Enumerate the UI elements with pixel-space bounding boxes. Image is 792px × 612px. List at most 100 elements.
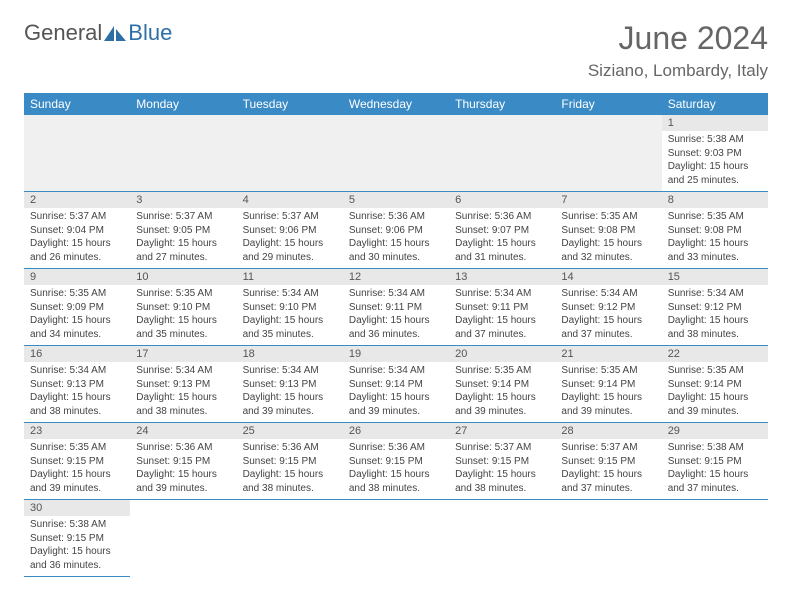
day-cell: 19Sunrise: 5:34 AMSunset: 9:14 PMDayligh… (343, 346, 449, 423)
day-cell: 11Sunrise: 5:34 AMSunset: 9:10 PMDayligh… (237, 269, 343, 346)
calendar-body: 1Sunrise: 5:38 AMSunset: 9:03 PMDaylight… (24, 115, 768, 577)
page-header: General Blue June 2024 Siziano, Lombardy… (24, 20, 768, 81)
day-number: 20 (449, 346, 555, 362)
day-cell: 23Sunrise: 5:35 AMSunset: 9:15 PMDayligh… (24, 423, 130, 500)
day-number: 8 (662, 192, 768, 208)
day-details: Sunrise: 5:34 AMSunset: 9:11 PMDaylight:… (343, 285, 449, 345)
weekday-header: Thursday (449, 93, 555, 115)
logo-text-general: General (24, 20, 102, 46)
calendar-row: 9Sunrise: 5:35 AMSunset: 9:09 PMDaylight… (24, 269, 768, 346)
day-details: Sunrise: 5:36 AMSunset: 9:15 PMDaylight:… (237, 439, 343, 499)
day-cell: 13Sunrise: 5:34 AMSunset: 9:11 PMDayligh… (449, 269, 555, 346)
empty-cell (662, 500, 768, 577)
calendar-row: 30Sunrise: 5:38 AMSunset: 9:15 PMDayligh… (24, 500, 768, 577)
day-cell: 1Sunrise: 5:38 AMSunset: 9:03 PMDaylight… (662, 115, 768, 192)
day-cell: 8Sunrise: 5:35 AMSunset: 9:08 PMDaylight… (662, 192, 768, 269)
day-details: Sunrise: 5:37 AMSunset: 9:15 PMDaylight:… (555, 439, 661, 499)
day-number: 26 (343, 423, 449, 439)
day-cell: 9Sunrise: 5:35 AMSunset: 9:09 PMDaylight… (24, 269, 130, 346)
weekday-header-row: SundayMondayTuesdayWednesdayThursdayFrid… (24, 93, 768, 115)
empty-cell (130, 500, 236, 577)
weekday-header: Tuesday (237, 93, 343, 115)
day-cell: 27Sunrise: 5:37 AMSunset: 9:15 PMDayligh… (449, 423, 555, 500)
day-details: Sunrise: 5:34 AMSunset: 9:10 PMDaylight:… (237, 285, 343, 345)
day-details: Sunrise: 5:37 AMSunset: 9:15 PMDaylight:… (449, 439, 555, 499)
day-details: Sunrise: 5:38 AMSunset: 9:15 PMDaylight:… (662, 439, 768, 499)
day-number: 4 (237, 192, 343, 208)
day-cell: 21Sunrise: 5:35 AMSunset: 9:14 PMDayligh… (555, 346, 661, 423)
day-cell: 22Sunrise: 5:35 AMSunset: 9:14 PMDayligh… (662, 346, 768, 423)
day-number: 9 (24, 269, 130, 285)
day-number: 18 (237, 346, 343, 362)
day-cell: 30Sunrise: 5:38 AMSunset: 9:15 PMDayligh… (24, 500, 130, 577)
day-cell: 29Sunrise: 5:38 AMSunset: 9:15 PMDayligh… (662, 423, 768, 500)
day-details: Sunrise: 5:36 AMSunset: 9:15 PMDaylight:… (130, 439, 236, 499)
day-number: 6 (449, 192, 555, 208)
day-cell: 20Sunrise: 5:35 AMSunset: 9:14 PMDayligh… (449, 346, 555, 423)
day-details: Sunrise: 5:34 AMSunset: 9:14 PMDaylight:… (343, 362, 449, 422)
empty-cell (130, 115, 236, 192)
day-details: Sunrise: 5:35 AMSunset: 9:10 PMDaylight:… (130, 285, 236, 345)
day-number: 28 (555, 423, 661, 439)
calendar-row: 2Sunrise: 5:37 AMSunset: 9:04 PMDaylight… (24, 192, 768, 269)
day-cell: 17Sunrise: 5:34 AMSunset: 9:13 PMDayligh… (130, 346, 236, 423)
day-cell: 14Sunrise: 5:34 AMSunset: 9:12 PMDayligh… (555, 269, 661, 346)
calendar-row: 16Sunrise: 5:34 AMSunset: 9:13 PMDayligh… (24, 346, 768, 423)
day-details: Sunrise: 5:35 AMSunset: 9:14 PMDaylight:… (662, 362, 768, 422)
day-cell: 4Sunrise: 5:37 AMSunset: 9:06 PMDaylight… (237, 192, 343, 269)
logo: General Blue (24, 20, 172, 46)
day-cell: 26Sunrise: 5:36 AMSunset: 9:15 PMDayligh… (343, 423, 449, 500)
day-number: 16 (24, 346, 130, 362)
weekday-header: Monday (130, 93, 236, 115)
day-details: Sunrise: 5:34 AMSunset: 9:13 PMDaylight:… (130, 362, 236, 422)
weekday-header: Sunday (24, 93, 130, 115)
day-cell: 28Sunrise: 5:37 AMSunset: 9:15 PMDayligh… (555, 423, 661, 500)
empty-cell (343, 500, 449, 577)
day-details: Sunrise: 5:35 AMSunset: 9:09 PMDaylight:… (24, 285, 130, 345)
day-details: Sunrise: 5:35 AMSunset: 9:14 PMDaylight:… (449, 362, 555, 422)
day-cell: 6Sunrise: 5:36 AMSunset: 9:07 PMDaylight… (449, 192, 555, 269)
day-cell: 16Sunrise: 5:34 AMSunset: 9:13 PMDayligh… (24, 346, 130, 423)
day-number: 3 (130, 192, 236, 208)
day-cell: 10Sunrise: 5:35 AMSunset: 9:10 PMDayligh… (130, 269, 236, 346)
day-number: 12 (343, 269, 449, 285)
day-cell: 2Sunrise: 5:37 AMSunset: 9:04 PMDaylight… (24, 192, 130, 269)
day-cell: 7Sunrise: 5:35 AMSunset: 9:08 PMDaylight… (555, 192, 661, 269)
day-details: Sunrise: 5:35 AMSunset: 9:08 PMDaylight:… (662, 208, 768, 268)
day-cell: 12Sunrise: 5:34 AMSunset: 9:11 PMDayligh… (343, 269, 449, 346)
day-details: Sunrise: 5:34 AMSunset: 9:12 PMDaylight:… (662, 285, 768, 345)
day-number: 21 (555, 346, 661, 362)
day-number: 10 (130, 269, 236, 285)
empty-cell (24, 115, 130, 192)
empty-cell (555, 500, 661, 577)
calendar-table: SundayMondayTuesdayWednesdayThursdayFrid… (24, 93, 768, 577)
day-number: 23 (24, 423, 130, 439)
weekday-header: Friday (555, 93, 661, 115)
month-title: June 2024 (588, 20, 768, 57)
day-details: Sunrise: 5:36 AMSunset: 9:15 PMDaylight:… (343, 439, 449, 499)
day-number: 30 (24, 500, 130, 516)
day-number: 5 (343, 192, 449, 208)
weekday-header: Saturday (662, 93, 768, 115)
day-number: 22 (662, 346, 768, 362)
day-number: 29 (662, 423, 768, 439)
empty-cell (237, 500, 343, 577)
day-number: 27 (449, 423, 555, 439)
day-number: 11 (237, 269, 343, 285)
day-details: Sunrise: 5:35 AMSunset: 9:08 PMDaylight:… (555, 208, 661, 268)
day-details: Sunrise: 5:36 AMSunset: 9:07 PMDaylight:… (449, 208, 555, 268)
empty-cell (449, 500, 555, 577)
day-details: Sunrise: 5:36 AMSunset: 9:06 PMDaylight:… (343, 208, 449, 268)
day-details: Sunrise: 5:34 AMSunset: 9:11 PMDaylight:… (449, 285, 555, 345)
empty-cell (343, 115, 449, 192)
title-block: June 2024 Siziano, Lombardy, Italy (588, 20, 768, 81)
day-cell: 25Sunrise: 5:36 AMSunset: 9:15 PMDayligh… (237, 423, 343, 500)
day-details: Sunrise: 5:35 AMSunset: 9:15 PMDaylight:… (24, 439, 130, 499)
day-details: Sunrise: 5:34 AMSunset: 9:13 PMDaylight:… (237, 362, 343, 422)
day-cell: 3Sunrise: 5:37 AMSunset: 9:05 PMDaylight… (130, 192, 236, 269)
weekday-header: Wednesday (343, 93, 449, 115)
location-text: Siziano, Lombardy, Italy (588, 61, 768, 81)
day-number: 13 (449, 269, 555, 285)
empty-cell (449, 115, 555, 192)
day-details: Sunrise: 5:38 AMSunset: 9:03 PMDaylight:… (662, 131, 768, 191)
